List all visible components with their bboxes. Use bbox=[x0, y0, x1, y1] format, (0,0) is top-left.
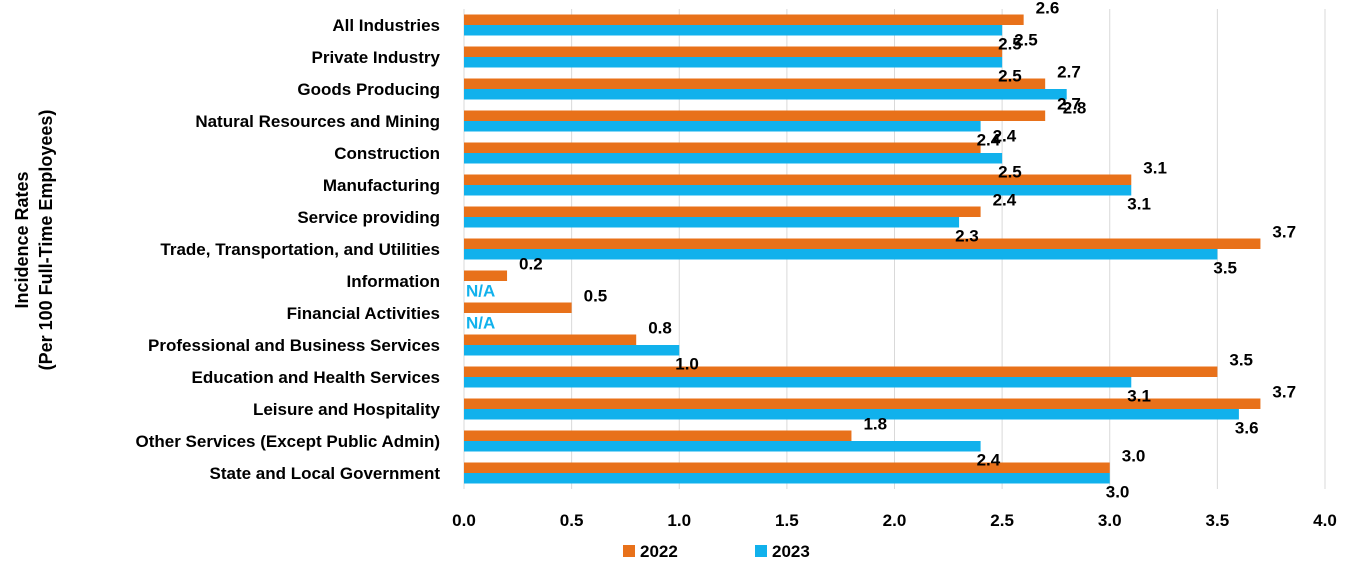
category-label: Other Services (Except Public Admin) bbox=[135, 432, 440, 451]
bar-2022 bbox=[464, 462, 1110, 473]
data-label-2023: 3.1 bbox=[1127, 387, 1151, 406]
data-label-2022: 2.4 bbox=[993, 191, 1017, 210]
bar-2023 bbox=[464, 473, 1110, 484]
data-label-2023: 2.5 bbox=[998, 67, 1022, 86]
x-tick-label: 3.0 bbox=[1098, 511, 1122, 530]
data-label-2022: 1.8 bbox=[863, 415, 887, 434]
data-label-2023: 3.6 bbox=[1235, 419, 1259, 438]
data-label-2023: 2.3 bbox=[955, 227, 979, 246]
category-label: Goods Producing bbox=[297, 80, 440, 99]
data-label-2022: 3.0 bbox=[1122, 447, 1146, 466]
category-label: Natural Resources and Mining bbox=[195, 112, 440, 131]
data-label-2022: 0.2 bbox=[519, 255, 543, 274]
category-label: Construction bbox=[334, 144, 440, 163]
data-label-2022: 2.6 bbox=[1036, 0, 1060, 18]
bar-2023 bbox=[464, 377, 1132, 388]
x-tick-label: 3.5 bbox=[1206, 511, 1230, 530]
bar-2022 bbox=[464, 78, 1046, 89]
legend-swatch-2023 bbox=[755, 545, 767, 557]
bars bbox=[464, 14, 1261, 484]
bar-2023 bbox=[464, 57, 1003, 68]
x-tick-label: 2.0 bbox=[883, 511, 907, 530]
category-label: Manufacturing bbox=[323, 176, 440, 195]
bar-2023 bbox=[464, 409, 1239, 420]
category-label: Professional and Business Services bbox=[148, 336, 440, 355]
data-label-2023: 2.8 bbox=[1063, 99, 1087, 118]
legend: 2022 2023 bbox=[623, 542, 810, 561]
y-axis-title-line-1: Incidence Rates bbox=[12, 171, 32, 308]
category-label: Education and Health Services bbox=[192, 368, 440, 387]
category-label: Leisure and Hospitality bbox=[253, 400, 441, 419]
bar-2023 bbox=[464, 249, 1218, 260]
bar-2023 bbox=[464, 185, 1132, 196]
bar-2023 bbox=[464, 89, 1067, 100]
data-label-2022: 2.4 bbox=[993, 127, 1017, 146]
bar-2022 bbox=[464, 302, 572, 313]
data-label-2023: 2.4 bbox=[977, 131, 1001, 150]
x-tick-label: 0.0 bbox=[452, 511, 476, 530]
data-label-2022: 3.5 bbox=[1229, 351, 1253, 370]
bar-2022 bbox=[464, 430, 852, 441]
data-label-2023: 3.5 bbox=[1213, 259, 1237, 278]
data-label-2022: 2.7 bbox=[1057, 95, 1081, 114]
data-label-2022: 0.5 bbox=[584, 287, 608, 306]
y-axis-title-line-2: (Per 100 Full-Time Employees) bbox=[36, 110, 56, 371]
data-label-2023-na: N/A bbox=[466, 314, 495, 333]
data-label-2023: 2.4 bbox=[977, 451, 1001, 470]
bar-2023 bbox=[464, 441, 981, 452]
data-label-2022: 2.7 bbox=[1057, 63, 1081, 82]
x-tick-label: 1.5 bbox=[775, 511, 799, 530]
data-label-2023-na: N/A bbox=[466, 282, 495, 301]
legend-swatch-2022 bbox=[623, 545, 635, 557]
bar-2022 bbox=[464, 174, 1132, 185]
x-tick-label: 0.5 bbox=[560, 511, 584, 530]
data-label-2022: 3.7 bbox=[1272, 223, 1296, 242]
bar-2023 bbox=[464, 25, 1003, 36]
category-label: Private Industry bbox=[312, 48, 441, 67]
bar-2023 bbox=[464, 121, 981, 132]
data-label-2023: 3.0 bbox=[1106, 483, 1130, 502]
bar-2022 bbox=[464, 270, 508, 281]
category-labels: All Industries Private Industry Goods Prod… bbox=[135, 16, 440, 483]
bar-2022 bbox=[464, 206, 981, 217]
bar-2022 bbox=[464, 398, 1261, 409]
bar-2022 bbox=[464, 366, 1218, 377]
bar-2022 bbox=[464, 110, 1046, 121]
category-label: Service providing bbox=[297, 208, 440, 227]
data-label-2022: 3.1 bbox=[1143, 159, 1167, 178]
data-label-2023: 1.0 bbox=[675, 355, 699, 374]
data-label-2022: 0.8 bbox=[648, 319, 672, 338]
data-label-2022: 2.5 bbox=[1014, 31, 1038, 50]
category-label: Trade, Transportation, and Utilities bbox=[160, 240, 440, 259]
bar-2022 bbox=[464, 46, 1003, 57]
category-label: State and Local Government bbox=[210, 464, 441, 483]
x-tick-label: 1.0 bbox=[667, 511, 691, 530]
x-tick-label: 4.0 bbox=[1313, 511, 1337, 530]
x-tick-labels: 0.0 0.5 1.0 1.5 2.0 2.5 3.0 3.5 4.0 bbox=[452, 511, 1337, 530]
legend-label-2022: 2022 bbox=[640, 542, 678, 561]
category-label: Financial Activities bbox=[287, 304, 440, 323]
bar-2022 bbox=[464, 334, 637, 345]
bar-2023 bbox=[464, 345, 680, 356]
data-label-2023: 2.5 bbox=[998, 35, 1022, 54]
bar-2023 bbox=[464, 217, 960, 228]
category-label: All Industries bbox=[332, 16, 440, 35]
legend-label-2023: 2023 bbox=[772, 542, 810, 561]
bar-2022 bbox=[464, 142, 981, 153]
category-label: Information bbox=[347, 272, 441, 291]
value-labels: 2.62.52.52.5 2.72.82.72.42.42.5 3.13.12.42… bbox=[466, 0, 1296, 502]
data-label-2023: 3.1 bbox=[1127, 195, 1151, 214]
data-label-2022: 3.7 bbox=[1272, 383, 1296, 402]
bar-2023 bbox=[464, 153, 1003, 164]
x-tick-label: 2.5 bbox=[990, 511, 1014, 530]
bar-2022 bbox=[464, 14, 1024, 25]
bar-2022 bbox=[464, 238, 1261, 249]
data-label-2023: 2.5 bbox=[998, 163, 1022, 182]
